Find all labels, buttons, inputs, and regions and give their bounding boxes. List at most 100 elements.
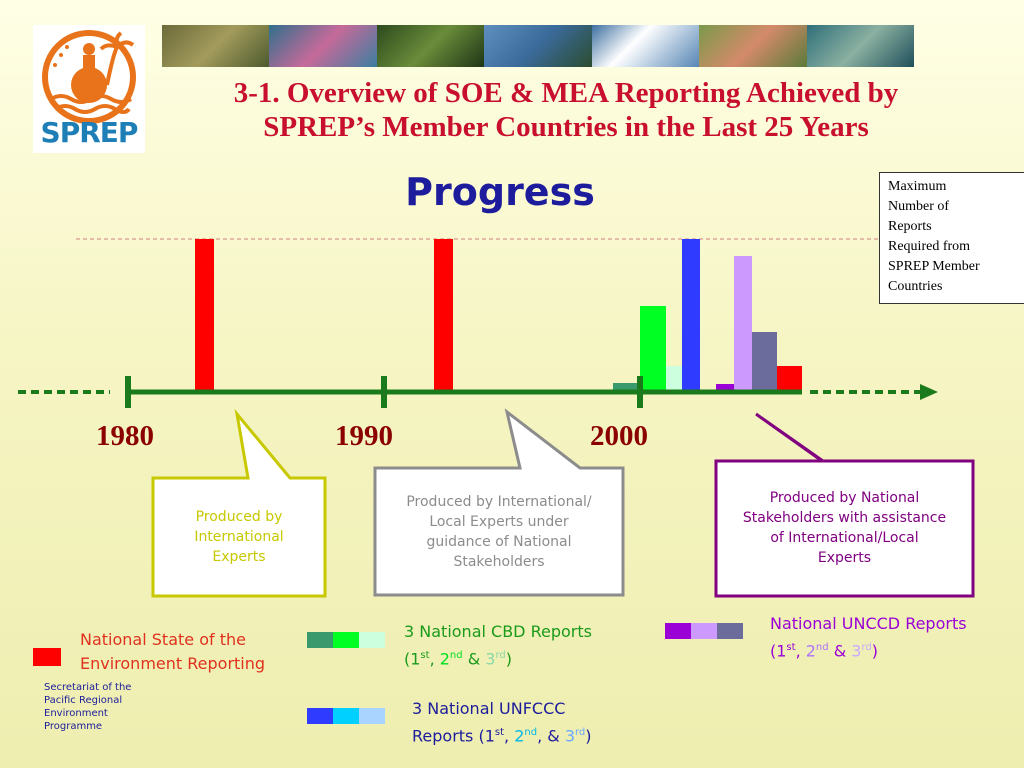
max-box-line: SPREP Member — [888, 259, 980, 274]
ord-close: ) — [871, 641, 878, 661]
legend-unccd: National UNCCD Reports (1st, 2nd & 3rd) — [770, 612, 967, 663]
soe-bar-2 — [434, 239, 453, 391]
ord: 2 — [514, 726, 525, 746]
ord-sup: rd — [861, 642, 872, 653]
secretariat-footer: Secretariat of the Pacific Regional Envi… — [44, 681, 154, 733]
ord-sup: st — [420, 650, 430, 661]
legend-cbd-ordinals: (1st, 2nd & 3rd) — [404, 644, 592, 671]
legend-soe: National State of the Environment Report… — [80, 628, 265, 676]
ord-sup: nd — [815, 642, 829, 653]
timeline-arrow-icon — [920, 384, 938, 400]
callout-line: guidance of National — [426, 534, 572, 550]
photo-turtle — [806, 25, 914, 67]
max-box-line: Maximum — [888, 179, 947, 194]
ord: 3 — [564, 726, 575, 746]
legend-swatch-soe — [33, 648, 61, 666]
cbd-bar-3 — [666, 366, 682, 391]
title-line-1: 3-1. Overview of SOE & MEA Reporting Ach… — [233, 77, 899, 109]
progress-heading: Progress — [405, 170, 595, 214]
callout-international — [151, 408, 327, 598]
legend-unfccc-title: 3 National UNFCCC — [412, 699, 566, 718]
ord-sep: , — [795, 641, 806, 661]
ord: 2 — [439, 649, 450, 669]
callout-line: Experts — [817, 550, 872, 566]
title-line-2: SPREP’s Member Countries in the Last 25 … — [263, 111, 869, 143]
callout-line: Produced by — [195, 509, 283, 525]
photo-forest — [376, 25, 485, 67]
tick-1980 — [125, 376, 131, 408]
legend-cbd: 3 National CBD Reports (1st, 2nd & 3rd) — [404, 620, 592, 671]
ord: 2 — [805, 641, 816, 661]
max-box-line: Number of — [888, 199, 950, 214]
callout-line: Produced by National — [769, 490, 920, 506]
ord-sup: rd — [495, 650, 506, 661]
ord-sup: nd — [449, 650, 463, 661]
unccd-bar-2 — [734, 256, 752, 391]
callout-line: Stakeholders — [453, 554, 545, 570]
legend-swatch-cbd-2 — [333, 632, 359, 648]
photo-coast — [484, 25, 592, 67]
callout-line: of International/Local — [770, 530, 919, 546]
ord-sup: st — [786, 642, 796, 653]
footer-line: Pacific Regional — [44, 695, 123, 706]
callout-text-international: Produced by International Experts — [156, 507, 322, 567]
max-reports-box: Maximum Number of Reports Required from … — [879, 172, 1024, 304]
legend-unfccc: 3 National UNFCCC Reports (1st, 2nd, & 3… — [412, 697, 592, 748]
cbd-bar-2 — [640, 306, 666, 391]
ord-sep: , & — [537, 726, 565, 746]
photo-reptile — [162, 25, 270, 67]
sprep-logo: SPREP — [33, 25, 145, 153]
callout-line: Local Experts under — [429, 514, 569, 530]
legend-swatch-cbd-3 — [359, 632, 385, 648]
year-label-1990: 1990 — [335, 420, 393, 452]
page-title: 3-1. Overview of SOE & MEA Reporting Ach… — [150, 76, 982, 144]
legend-swatch-unfccc-1 — [307, 708, 333, 724]
ord: Reports (1 — [412, 726, 495, 746]
legend-cbd-title: 3 National CBD Reports — [404, 622, 592, 641]
unccd-bar-3 — [752, 332, 777, 391]
ord-sup: nd — [524, 727, 538, 738]
photo-coral — [269, 25, 377, 67]
callout-line: International — [194, 529, 284, 545]
legend-swatch-unfccc-3 — [359, 708, 385, 724]
legend-unccd-ordinals: (1st, 2nd & 3rd) — [770, 636, 967, 663]
legend-soe-line: Environment Reporting — [80, 654, 266, 673]
callout-line: Produced by International/ — [406, 494, 592, 510]
logo-emblem-icon — [42, 30, 136, 124]
logo-text: SPREP — [40, 116, 139, 149]
max-box-line: Reports — [888, 219, 932, 234]
ord: (1 — [770, 641, 787, 661]
footer-line: Environment — [44, 708, 108, 719]
cbd-bar-1 — [613, 383, 639, 391]
max-box-line: Countries — [888, 279, 943, 294]
ord-sup: st — [494, 727, 505, 738]
callout-text-national: Produced by National Stakeholders with a… — [719, 488, 970, 568]
max-box-line: Required from — [888, 239, 971, 254]
footer-line: Secretariat of the — [44, 682, 132, 693]
ord-sep: , — [429, 649, 440, 669]
year-label-2000: 2000 — [590, 420, 648, 452]
legend-unfccc-ordinals: Reports (1st, 2nd, & 3rd) — [412, 721, 592, 748]
unccd-bar-1 — [716, 384, 734, 391]
year-label-1980: 1980 — [96, 420, 154, 452]
ord-close: ) — [585, 726, 592, 746]
legend-soe-line: National State of the — [80, 630, 246, 649]
legend-swatch-unfccc-2 — [333, 708, 359, 724]
callout-international-local — [373, 408, 625, 597]
ord-sep: & — [828, 641, 852, 661]
ord-sep: , — [504, 726, 515, 746]
ord-close: ) — [505, 649, 512, 669]
photo-bird — [591, 25, 700, 67]
legend-swatch-unccd-3 — [717, 623, 743, 639]
ord: 3 — [485, 649, 496, 669]
unfccc-bar-1 — [682, 239, 700, 391]
soe-bar-3 — [777, 366, 802, 391]
tick-2000 — [637, 376, 643, 408]
tick-1990 — [381, 376, 387, 408]
legend-swatch-cbd-1 — [307, 632, 333, 648]
legend-swatch-unccd-1 — [665, 623, 691, 639]
ord: 3 — [851, 641, 862, 661]
callout-text-international-local: Produced by International/ Local Experts… — [378, 492, 620, 572]
photo-strip — [162, 25, 914, 67]
callout-line: Stakeholders with assistance — [742, 510, 947, 526]
